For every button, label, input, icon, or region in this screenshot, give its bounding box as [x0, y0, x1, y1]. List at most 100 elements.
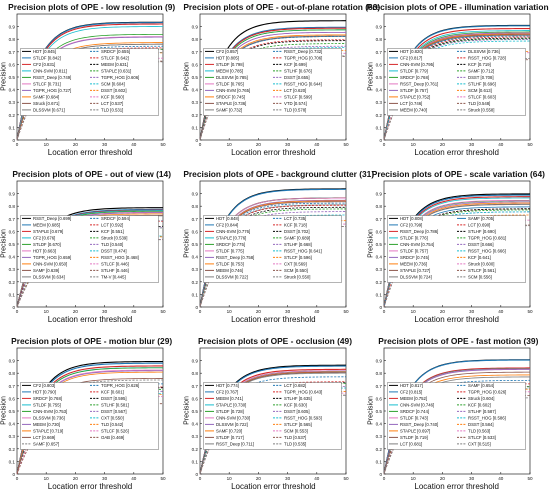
- y-tick-label: 0.8: [9, 204, 16, 209]
- y-tick-label: 0.6: [192, 396, 199, 401]
- legend-label: TLD [0.540]: [101, 242, 123, 247]
- y-tick-label: 0.8: [192, 371, 199, 376]
- y-axis-label: Precision: [183, 62, 191, 91]
- chart-title: Precision plots of OPE - out of view (14…: [12, 169, 171, 179]
- y-tick-label: 0.3: [9, 267, 16, 272]
- x-tick-label: 20: [256, 476, 262, 481]
- x-tick-label: 30: [285, 309, 291, 314]
- y-tick-label: 0.3: [192, 267, 199, 272]
- legend-label: SRDCF [0.775]: [216, 242, 245, 247]
- legend-label: RSST_Deep [0.699]: [33, 216, 71, 221]
- x-tick-label: 20: [73, 142, 79, 147]
- x-axis-label: Location error threshold: [47, 315, 133, 324]
- legend-label: Struck [0.600]: [468, 261, 494, 266]
- y-tick-label: 0.4: [192, 255, 199, 260]
- legend-label: DLSSVM [0.722]: [216, 274, 248, 279]
- x-axis-label: Location error threshold: [231, 482, 316, 491]
- chart-panel: Precision plots of OPE - background clut…: [183, 167, 375, 334]
- x-tick-label: 10: [410, 142, 416, 147]
- legend-label: STLDF [0.743]: [400, 415, 428, 420]
- chart-panel: Precision plots of OPE - low resolution …: [0, 0, 183, 167]
- series-line: [383, 37, 530, 141]
- x-tick-label: 30: [285, 142, 291, 147]
- x-tick-label: 10: [44, 476, 50, 481]
- legend-label: MEEM [0.685]: [33, 223, 60, 228]
- y-tick-label: 0.7: [375, 50, 382, 55]
- x-tick-label: 50: [344, 476, 350, 481]
- legend-label: STLCF [0.561]: [468, 268, 496, 273]
- y-tick-label: 0.9: [375, 25, 382, 30]
- y-tick-label: 0.2: [192, 280, 199, 285]
- chart-svg: 0 0.1 0.2 0.3 0.4 0.5 0.6 0.7 0.8 0.9 0 10 20 30 40 50 H…: [375, 347, 533, 481]
- chart-panel: Precision plots of OPE - scale variation…: [367, 167, 550, 334]
- legend-label: KCF [0.718]: [284, 223, 307, 228]
- x-tick-label: 0: [16, 142, 19, 147]
- x-tick-label: 50: [160, 309, 166, 314]
- y-tick-label: 0.7: [375, 384, 382, 389]
- legend-label: SCM [0.553]: [284, 428, 308, 433]
- legend-label: KCF [0.699]: [284, 62, 307, 67]
- y-tick-label: 0.3: [192, 434, 199, 439]
- y-tick-label: 0.7: [192, 384, 199, 389]
- x-tick-label: 0: [199, 309, 202, 314]
- y-tick-label: 0.1: [192, 292, 199, 297]
- legend-label: DSST [0.605]: [284, 409, 310, 414]
- y-tick-label: 0: [12, 305, 15, 310]
- legend-label: RSST_HOG [0.468]: [101, 255, 139, 260]
- y-tick-label: 0.7: [9, 50, 16, 55]
- x-tick-label: 0: [199, 142, 202, 147]
- legend-label: LCT [0.620]: [284, 88, 306, 93]
- legend-label: SCM [0.613]: [468, 88, 492, 93]
- legend-label: RSST_Deep [0.749]: [33, 75, 71, 80]
- y-axis-label: Precision: [0, 62, 8, 91]
- series-line: [383, 214, 530, 308]
- y-tick-label: 0.5: [9, 409, 16, 414]
- y-tick-label: 0.4: [192, 422, 199, 427]
- legend-label: TGPR_HOG [0.681]: [468, 236, 506, 241]
- legend-label: HDT [0.663]: [33, 248, 56, 253]
- legend-label: LCT [0.746]: [400, 101, 422, 106]
- legend-label: STLCF [0.642]: [101, 56, 129, 61]
- y-tick-label: 0.5: [9, 242, 16, 247]
- legend-label: STLDF [0.717]: [216, 435, 244, 440]
- legend-label: RSST_Deep [0.740]: [400, 422, 438, 427]
- legend-label: STLDF [0.755]: [33, 403, 61, 408]
- legend-label: SCM [0.604]: [101, 81, 125, 86]
- legend-label: HDT [0.790]: [33, 390, 56, 395]
- legend-label: RSST_HOG [0.666]: [468, 248, 506, 253]
- x-tick-label: 10: [227, 476, 233, 481]
- y-tick-label: 0.8: [9, 37, 16, 42]
- legend-label: KCF [0.602]: [468, 403, 491, 408]
- x-tick-label: 20: [440, 309, 446, 314]
- x-tick-label: 30: [469, 142, 475, 147]
- legend-label: STLDF [0.670]: [33, 242, 61, 247]
- legend-label: LCT [0.690]: [468, 223, 490, 228]
- y-tick-label: 0.1: [9, 459, 16, 464]
- legend-label: STAPLE [0.776]: [216, 236, 246, 241]
- legend-box: [20, 215, 159, 283]
- legend-label: LCT [0.592]: [101, 223, 123, 228]
- y-tick-label: 0.4: [192, 88, 199, 93]
- chart-title: Precision plots of OPE - out-of-plane ro…: [183, 2, 381, 12]
- y-tick-label: 0.2: [9, 113, 16, 118]
- legend-label: HDT [0.774]: [216, 383, 239, 388]
- legend-label: STLHF [0.676]: [284, 69, 312, 74]
- chart-title: Precision plots of OPE - background clut…: [183, 169, 375, 179]
- x-tick-label: 40: [131, 476, 137, 481]
- legend-label: RSST_Deep [0.761]: [400, 81, 438, 86]
- legend-label: SCM [0.556]: [468, 274, 492, 279]
- legend-label: DSST [0.595]: [101, 396, 127, 401]
- y-tick-label: 0.3: [9, 434, 16, 439]
- series-line: [199, 214, 347, 308]
- series-line: [199, 381, 347, 475]
- y-tick-label: 0.4: [9, 88, 16, 93]
- legend-label: STLHF [0.690]: [468, 229, 496, 234]
- y-tick-label: 0.8: [375, 204, 382, 209]
- legend-label: TLD [0.531]: [101, 107, 123, 112]
- y-tick-label: 0.7: [192, 50, 199, 55]
- legend-label: MEEM [0.631]: [101, 62, 128, 67]
- y-tick-label: 0.2: [9, 280, 16, 285]
- y-tick-label: 0.5: [192, 75, 199, 80]
- legend-label: DSST [0.602]: [101, 88, 127, 93]
- x-tick-label: 40: [498, 142, 504, 147]
